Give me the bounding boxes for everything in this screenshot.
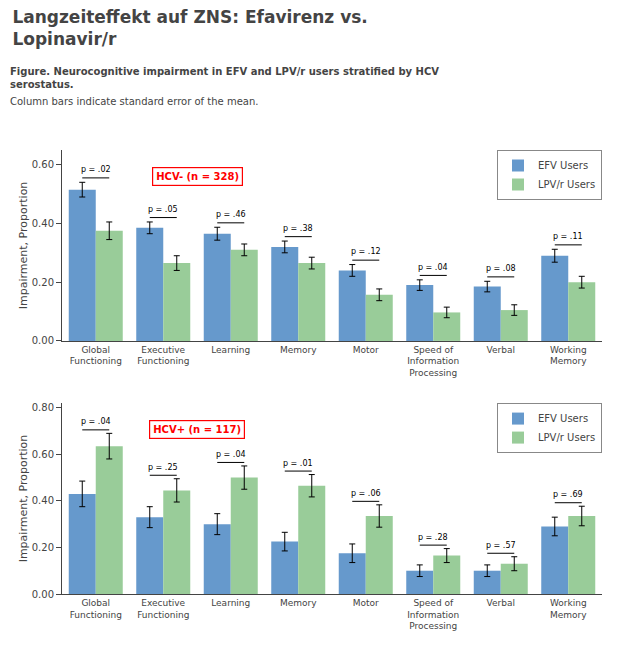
svg-text:Verbal: Verbal [487, 345, 515, 355]
svg-text:ExecutiveFunctioning: ExecutiveFunctioning [137, 598, 189, 620]
svg-text:0.80: 0.80 [32, 402, 54, 413]
svg-text:Speed ofInformationProcessing: Speed ofInformationProcessing [407, 598, 459, 631]
svg-text:0.20: 0.20 [32, 277, 54, 288]
svg-text:p = .25: p = .25 [148, 463, 178, 472]
svg-text:0.00: 0.00 [32, 589, 54, 600]
svg-text:Motor: Motor [353, 345, 379, 355]
svg-text:WorkingMemory: WorkingMemory [550, 345, 587, 367]
svg-text:Langzeiteffekt auf ZNS: Efavir: Langzeiteffekt auf ZNS: Efavirenz vs.Lop… [12, 7, 367, 49]
svg-text:EFV Users: EFV Users [538, 413, 588, 424]
svg-text:0.60: 0.60 [32, 159, 54, 170]
svg-text:Speed ofInformationProcessing: Speed ofInformationProcessing [407, 345, 459, 378]
svg-text:Motor: Motor [353, 598, 379, 608]
svg-text:Verbal: Verbal [487, 598, 515, 608]
svg-text:p = .02: p = .02 [81, 165, 111, 174]
svg-text:0.20: 0.20 [32, 542, 54, 553]
svg-text:Figure. Neurocognitive impairm: Figure. Neurocognitive impairment in EFV… [10, 66, 439, 90]
svg-text:p = .69: p = .69 [553, 490, 583, 499]
svg-text:HCV+ (n = 117): HCV+ (n = 117) [153, 424, 241, 435]
svg-text:p = .04: p = .04 [418, 263, 448, 272]
svg-text:Memory: Memory [280, 598, 317, 608]
svg-text:p = .28: p = .28 [418, 533, 448, 542]
svg-text:0.60: 0.60 [32, 449, 54, 460]
svg-text:p = .57: p = .57 [486, 541, 516, 550]
svg-text:GlobalFunctioning: GlobalFunctioning [70, 345, 122, 367]
svg-text:0.00: 0.00 [32, 335, 54, 346]
svg-text:Impairment, Proportion: Impairment, Proportion [17, 182, 30, 310]
svg-text:0.40: 0.40 [32, 495, 54, 506]
svg-text:EFV Users: EFV Users [538, 160, 588, 171]
svg-text:HCV- (n = 328): HCV- (n = 328) [156, 171, 239, 182]
svg-text:p = .04: p = .04 [216, 450, 246, 459]
svg-text:p = .06: p = .06 [351, 489, 381, 498]
svg-text:Impairment, Proportion: Impairment, Proportion [17, 435, 30, 563]
svg-text:GlobalFunctioning: GlobalFunctioning [70, 598, 122, 620]
svg-text:p = .08: p = .08 [486, 264, 516, 273]
svg-text:Column bars indicate standard: Column bars indicate standard error of t… [10, 96, 258, 107]
svg-text:p = .11: p = .11 [553, 232, 583, 241]
svg-text:LPV/r Users: LPV/r Users [538, 432, 595, 443]
svg-text:Learning: Learning [211, 345, 250, 355]
svg-text:p = .05: p = .05 [148, 205, 178, 214]
svg-text:LPV/r Users: LPV/r Users [538, 179, 595, 190]
svg-text:p = .46: p = .46 [216, 210, 246, 219]
svg-text:0.40: 0.40 [32, 218, 54, 229]
svg-text:p = .04: p = .04 [81, 417, 111, 426]
svg-text:p = .38: p = .38 [283, 224, 313, 233]
svg-text:p = .01: p = .01 [283, 459, 313, 468]
svg-text:WorkingMemory: WorkingMemory [550, 598, 587, 620]
svg-text:Learning: Learning [211, 598, 250, 608]
svg-text:p = .12: p = .12 [351, 247, 381, 256]
svg-text:Memory: Memory [280, 345, 317, 355]
svg-text:ExecutiveFunctioning: ExecutiveFunctioning [137, 345, 189, 367]
